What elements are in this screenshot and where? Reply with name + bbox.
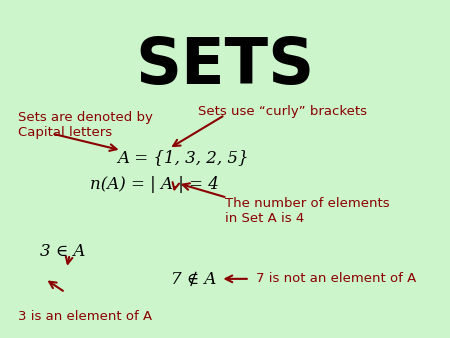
Text: 7 is not an element of A: 7 is not an element of A — [256, 272, 417, 285]
Text: The number of elements
in Set A is 4: The number of elements in Set A is 4 — [225, 197, 390, 225]
Text: n(A) = | A | = 4: n(A) = | A | = 4 — [90, 176, 219, 193]
Text: Sets use “curly” brackets: Sets use “curly” brackets — [198, 105, 367, 118]
Text: A = {1, 3, 2, 5}: A = {1, 3, 2, 5} — [117, 149, 248, 166]
Text: SETS: SETS — [135, 35, 315, 97]
Text: Sets are denoted by
Capital letters: Sets are denoted by Capital letters — [18, 111, 153, 139]
Text: 3 ∈ A: 3 ∈ A — [40, 243, 86, 260]
Text: 3 is an element of A: 3 is an element of A — [18, 310, 152, 322]
Text: 7 ∉ A: 7 ∉ A — [171, 270, 216, 287]
